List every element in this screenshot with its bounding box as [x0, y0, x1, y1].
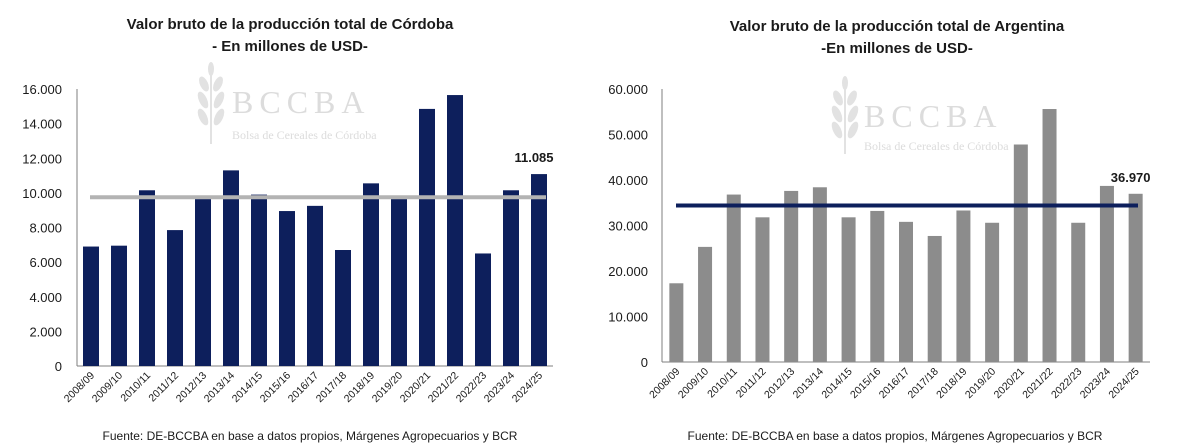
bar [83, 246, 99, 366]
bar [195, 198, 211, 366]
bar [755, 217, 770, 362]
y-tick-label: 2.000 [29, 324, 62, 339]
x-tick-label: 2017/18 [905, 366, 940, 401]
chart-argentina: Valor bruto de la producción total de Ar… [688, 18, 1103, 443]
x-tick-label: 2015/16 [848, 366, 883, 401]
data-label: 36.970 [1111, 170, 1151, 185]
bar [899, 221, 913, 362]
bar [419, 108, 435, 367]
y-tick-label: 12.000 [22, 151, 62, 166]
bar [167, 230, 183, 366]
chart-cordoba: Valor bruto de la producción total de Có… [103, 16, 518, 443]
y-tick-label: 30.000 [608, 219, 648, 234]
bar [870, 210, 885, 362]
x-tick-label: 2009/10 [90, 370, 125, 405]
y-tick-label: 0 [55, 359, 62, 374]
bar [251, 194, 267, 366]
y-tick-label: 10.000 [22, 186, 62, 201]
y-tick-label: 4.000 [29, 290, 62, 305]
chart-subtitle: -En millones de USD- [821, 40, 973, 57]
bar [391, 198, 407, 366]
x-tick-label: 2024/25 [1106, 366, 1141, 401]
x-tick-label: 2024/25 [510, 370, 545, 405]
data-label: 11.085 [514, 150, 553, 165]
x-tick-label: 2023/24 [1078, 366, 1113, 401]
chart-title: Valor bruto de la producción total de Ar… [730, 18, 1065, 35]
bar [927, 235, 942, 362]
y-tick-label: 16.000 [22, 82, 62, 97]
wheat-logo-icon [831, 76, 859, 154]
x-tick-label: 2021/22 [1020, 366, 1055, 401]
y-tick-label: 40.000 [608, 173, 648, 188]
x-tick-label: 2019/20 [963, 366, 998, 401]
bar [784, 190, 799, 362]
x-tick-label: 2008/09 [647, 366, 682, 401]
y-tick-label: 50.000 [608, 128, 648, 143]
bar [1128, 193, 1143, 362]
bar [531, 174, 547, 366]
x-tick-label: 2018/19 [934, 366, 969, 401]
watermark-brand: BCCBA [864, 98, 1002, 134]
chart-title: Valor bruto de la producción total de Có… [127, 16, 454, 33]
y-tick-label: 14.000 [22, 117, 62, 132]
bar [223, 170, 239, 366]
x-tick-label: 2010/11 [118, 370, 153, 405]
x-tick-label: 2012/13 [762, 366, 797, 401]
x-tick-label: 2022/23 [1049, 366, 1084, 401]
bar [726, 194, 741, 362]
bar [1071, 222, 1086, 362]
bar [1042, 109, 1057, 363]
watermark-brand: BCCBA [232, 84, 370, 120]
x-tick-label: 2013/14 [791, 366, 826, 401]
bar [1099, 185, 1114, 362]
y-tick-label: 60.000 [608, 82, 648, 97]
bar [985, 222, 1000, 362]
bar [698, 246, 713, 362]
y-tick-label: 8.000 [29, 221, 62, 236]
y-tick-label: 0 [641, 355, 648, 370]
watermark: BCCBA Bolsa de Cereales de Córdoba [197, 62, 377, 144]
bar [447, 95, 463, 366]
chart-source: Fuente: DE-BCCBA en base a datos propios… [688, 429, 1103, 443]
y-tick-label: 10.000 [608, 310, 648, 325]
wheat-logo-icon [197, 62, 225, 144]
chart-source: Fuente: DE-BCCBA en base a datos propios… [103, 429, 518, 443]
bar [812, 187, 827, 362]
chart-subtitle: - En millones de USD- [212, 38, 368, 55]
bar [841, 217, 856, 362]
watermark: BCCBA Bolsa de Cereales de Córdoba [831, 76, 1009, 154]
watermark-subtitle: Bolsa de Cereales de Córdoba [864, 139, 1009, 153]
bar [139, 190, 155, 366]
bar [956, 210, 971, 362]
bar [111, 245, 127, 366]
watermark-subtitle: Bolsa de Cereales de Córdoba [232, 128, 377, 142]
x-tick-label: 2009/10 [676, 366, 711, 401]
x-tick-label: 2016/17 [877, 366, 912, 401]
x-tick-label: 2020/21 [992, 366, 1027, 401]
bar [1013, 144, 1028, 362]
bar [279, 211, 295, 366]
y-tick-label: 6.000 [29, 255, 62, 270]
bar [335, 250, 351, 366]
bar [307, 205, 323, 366]
bar [503, 190, 519, 366]
bar [363, 183, 379, 366]
x-tick-label: 2010/11 [705, 366, 740, 401]
y-tick-label: 20.000 [608, 264, 648, 279]
bar [669, 283, 684, 362]
bar [475, 253, 491, 366]
x-tick-label: 2014/15 [819, 366, 854, 401]
